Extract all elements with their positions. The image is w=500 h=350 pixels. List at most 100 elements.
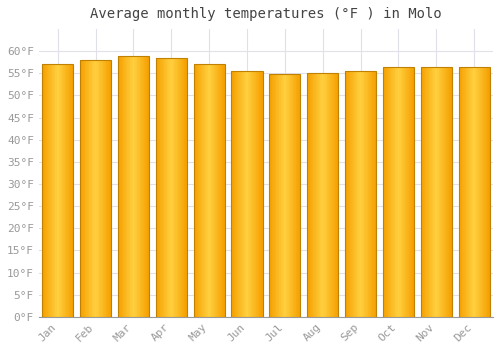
Bar bbox=[270, 74, 271, 317]
Bar bbox=[82, 60, 83, 317]
Bar bbox=[168, 58, 169, 317]
Bar bbox=[332, 73, 333, 317]
Bar bbox=[47, 64, 48, 317]
Bar bbox=[260, 71, 261, 317]
Bar bbox=[270, 74, 300, 317]
Bar bbox=[106, 60, 107, 317]
Bar bbox=[384, 67, 385, 317]
Bar bbox=[83, 60, 84, 317]
Bar bbox=[321, 73, 322, 317]
Bar bbox=[183, 58, 184, 317]
Bar bbox=[472, 67, 474, 317]
Bar bbox=[369, 71, 370, 317]
Bar bbox=[128, 56, 129, 317]
Bar bbox=[178, 58, 179, 317]
Bar bbox=[436, 67, 437, 317]
Bar bbox=[475, 67, 476, 317]
Bar bbox=[194, 64, 224, 317]
Bar bbox=[488, 67, 489, 317]
Bar bbox=[217, 64, 218, 317]
Bar bbox=[261, 71, 262, 317]
Bar bbox=[360, 71, 362, 317]
Bar bbox=[81, 60, 82, 317]
Bar bbox=[84, 60, 86, 317]
Bar bbox=[362, 71, 363, 317]
Bar bbox=[207, 64, 208, 317]
Bar bbox=[394, 67, 396, 317]
Bar bbox=[272, 74, 273, 317]
Bar bbox=[438, 67, 440, 317]
Bar bbox=[100, 60, 101, 317]
Bar bbox=[96, 60, 97, 317]
Bar bbox=[242, 71, 243, 317]
Bar bbox=[142, 56, 143, 317]
Bar bbox=[448, 67, 450, 317]
Bar bbox=[424, 67, 426, 317]
Bar bbox=[169, 58, 170, 317]
Bar bbox=[46, 64, 47, 317]
Bar bbox=[363, 71, 364, 317]
Bar bbox=[236, 71, 237, 317]
Bar bbox=[276, 74, 277, 317]
Bar bbox=[159, 58, 160, 317]
Bar bbox=[333, 73, 334, 317]
Bar bbox=[411, 67, 412, 317]
Bar bbox=[355, 71, 356, 317]
Bar bbox=[162, 58, 163, 317]
Bar bbox=[296, 74, 298, 317]
Bar bbox=[288, 74, 290, 317]
Bar bbox=[477, 67, 478, 317]
Bar bbox=[120, 56, 121, 317]
Bar bbox=[310, 73, 311, 317]
Bar bbox=[291, 74, 292, 317]
Bar bbox=[64, 64, 66, 317]
Bar bbox=[271, 74, 272, 317]
Bar bbox=[54, 64, 56, 317]
Bar bbox=[277, 74, 278, 317]
Bar bbox=[471, 67, 472, 317]
Bar bbox=[254, 71, 255, 317]
Bar bbox=[214, 64, 216, 317]
Bar bbox=[474, 67, 475, 317]
Bar bbox=[209, 64, 210, 317]
Bar bbox=[95, 60, 96, 317]
Bar bbox=[212, 64, 213, 317]
Bar bbox=[460, 67, 461, 317]
Bar bbox=[434, 67, 436, 317]
Bar bbox=[57, 64, 58, 317]
Bar bbox=[352, 71, 353, 317]
Bar bbox=[118, 56, 120, 317]
Bar bbox=[52, 64, 53, 317]
Bar bbox=[134, 56, 135, 317]
Bar bbox=[358, 71, 359, 317]
Bar bbox=[206, 64, 207, 317]
Bar bbox=[478, 67, 479, 317]
Bar bbox=[173, 58, 174, 317]
Bar bbox=[86, 60, 87, 317]
Bar bbox=[221, 64, 222, 317]
Bar bbox=[163, 58, 164, 317]
Bar bbox=[408, 67, 410, 317]
Bar bbox=[413, 67, 414, 317]
Bar bbox=[345, 71, 346, 317]
Bar bbox=[446, 67, 447, 317]
Bar bbox=[451, 67, 452, 317]
Bar bbox=[314, 73, 315, 317]
Bar bbox=[336, 73, 338, 317]
Bar bbox=[353, 71, 354, 317]
Bar bbox=[140, 56, 141, 317]
Bar bbox=[423, 67, 424, 317]
Bar bbox=[458, 67, 460, 317]
Bar bbox=[386, 67, 387, 317]
Bar bbox=[53, 64, 54, 317]
Bar bbox=[194, 64, 195, 317]
Bar bbox=[403, 67, 404, 317]
Bar bbox=[80, 60, 111, 317]
Bar bbox=[61, 64, 62, 317]
Bar bbox=[126, 56, 127, 317]
Bar bbox=[350, 71, 352, 317]
Bar bbox=[164, 58, 165, 317]
Bar bbox=[299, 74, 300, 317]
Bar bbox=[124, 56, 125, 317]
Bar bbox=[102, 60, 104, 317]
